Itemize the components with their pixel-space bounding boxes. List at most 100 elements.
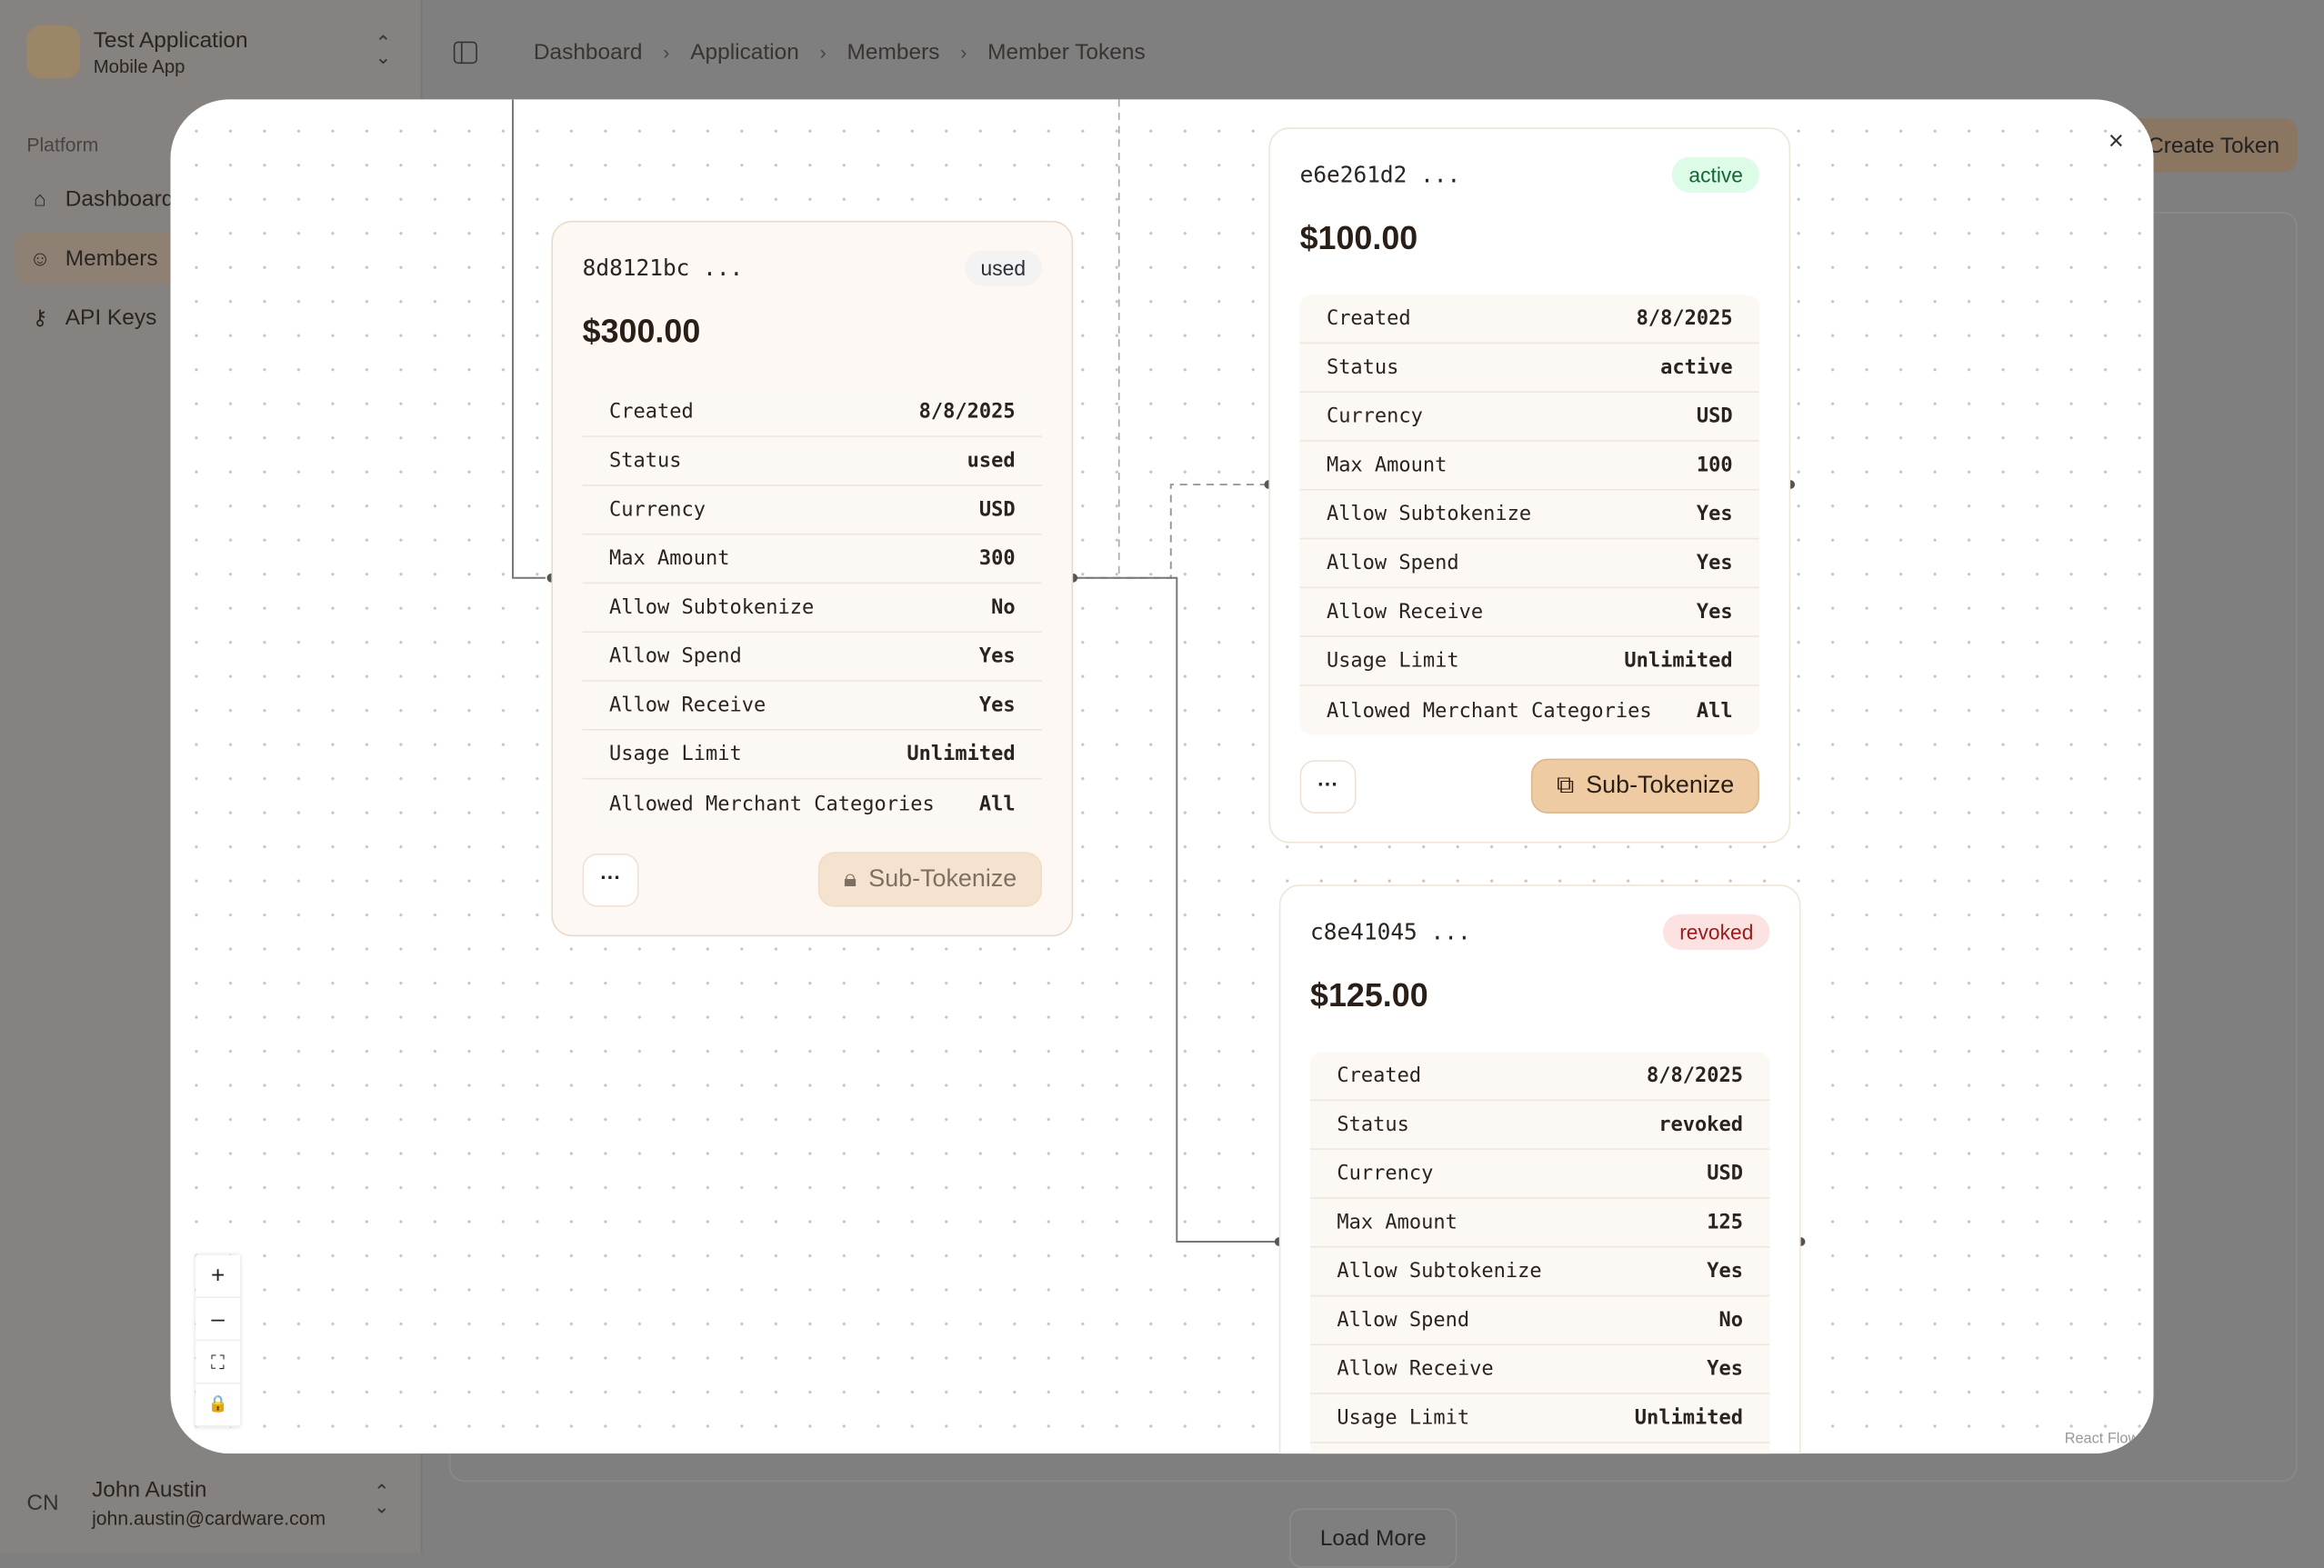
app-switcher[interactable]: Test Application Mobile App ⌃ ⌄: [15, 12, 406, 92]
sidebar-item-dashboard[interactable]: ⌂ Dashboard: [15, 174, 407, 224]
detail-value: Yes: [978, 644, 1016, 669]
breadcrumb-application[interactable]: Application: [690, 39, 799, 65]
detail-value: USD: [1696, 404, 1733, 429]
token-id: c8e41045 ...: [1310, 918, 1471, 946]
key-icon: ⚷: [32, 304, 48, 329]
more-options-button[interactable]: ···: [1299, 759, 1357, 814]
sidebar-item-label: Members: [65, 245, 158, 271]
section-label: Platform: [26, 133, 99, 156]
copy-dashed-icon: ⧉: [1556, 772, 1575, 799]
node-handle[interactable]: [1274, 1237, 1284, 1246]
detail-row: Allow Receive Yes: [1299, 588, 1759, 637]
sub-tokenize-button[interactable]: 🔒︎ Sub-Tokenize: [818, 852, 1042, 907]
detail-label: Allow Receive: [1337, 1357, 1494, 1382]
detail-value: 100: [1696, 453, 1733, 477]
more-options-button[interactable]: ···: [582, 853, 639, 906]
detail-value: Yes: [1696, 551, 1733, 575]
detail-row: Allow Subtokenize Yes: [1299, 491, 1759, 540]
detail-value: Yes: [978, 693, 1016, 717]
token-details: Created 8/8/2025 Status active Currency USD Ma…: [1299, 295, 1759, 735]
fit-view-button[interactable]: ⛶: [195, 1341, 241, 1384]
load-more-button[interactable]: Load More: [1289, 1508, 1458, 1568]
user-menu[interactable]: CN John Austin john.austin@cardware.com …: [26, 1467, 405, 1538]
detail-label: Allow Spend: [1337, 1308, 1470, 1333]
detail-label: Allow Subtokenize: [1337, 1259, 1542, 1283]
sidebar-item-label: API Keys: [65, 304, 157, 330]
detail-row: Created 8/8/2025: [1310, 1052, 1770, 1102]
chevron-right-icon: ›: [663, 40, 670, 64]
detail-label: Status: [1337, 1113, 1409, 1137]
detail-label: Allow Spend: [608, 644, 742, 669]
token-amount: $300.00: [582, 312, 701, 350]
detail-row: Allow Spend No: [1310, 1296, 1770, 1346]
detail-label: Currency: [1326, 404, 1423, 429]
detail-row: Max Amount 300: [582, 534, 1042, 584]
detail-row: Max Amount 125: [1310, 1199, 1770, 1248]
breadcrumb-members[interactable]: Members: [846, 39, 940, 65]
node-handle[interactable]: [1796, 1237, 1806, 1246]
detail-value: Yes: [1707, 1357, 1743, 1382]
detail-label: Allowed Merchant Categories: [1326, 698, 1652, 723]
sidebar-item-api-keys[interactable]: ⚷ API Keys: [15, 292, 407, 342]
status-badge: active: [1672, 156, 1759, 193]
zoom-out-button[interactable]: –: [195, 1298, 241, 1342]
detail-label: Allow Subtokenize: [1326, 502, 1532, 526]
detail-row: Currency USD: [1310, 1150, 1770, 1199]
chevrons-up-down-icon: ⌃ ⌄: [373, 1480, 390, 1518]
detail-row: Currency USD: [1299, 393, 1759, 442]
status-badge: revoked: [1663, 914, 1770, 950]
detail-label: Allow Receive: [1326, 600, 1484, 624]
detail-value: Yes: [1696, 600, 1733, 624]
detail-value: Yes: [1696, 502, 1733, 526]
detail-row: Status used: [582, 437, 1042, 486]
detail-row: Currency USD: [582, 486, 1042, 535]
sub-tokenize-label: Sub-Tokenize: [1586, 772, 1735, 799]
node-handle[interactable]: [546, 573, 556, 583]
detail-value: Unlimited: [1634, 1405, 1743, 1431]
sidebar-item-label: Dashboard: [65, 185, 175, 212]
detail-value: USD: [978, 497, 1016, 522]
token-details: Created 8/8/2025 Status used Currency USD Max …: [582, 388, 1042, 829]
detail-row: Created 8/8/2025: [582, 388, 1042, 437]
detail-row: Allow Receive Yes: [1310, 1345, 1770, 1394]
detail-value: All: [978, 792, 1016, 816]
react-flow-attribution[interactable]: React Flow: [2064, 1431, 2139, 1448]
token-card-active[interactable]: e6e261d2 ... active $100.00 Created 8/8/20…: [1268, 127, 1791, 844]
token-id: e6e261d2 ...: [1299, 161, 1461, 189]
close-icon[interactable]: ×: [2108, 125, 2124, 156]
node-handle[interactable]: [1068, 573, 1078, 583]
detail-row: Allow Spend Yes: [582, 633, 1042, 682]
token-tree-modal: 8d8121bc ... used $300.00 Created 8/8/2025…: [170, 99, 2154, 1454]
chevron-right-icon: ›: [819, 40, 826, 64]
detail-label: Usage Limit: [1326, 648, 1459, 674]
detail-row: Allow Subtokenize Yes: [1310, 1248, 1770, 1297]
detail-label: Currency: [608, 497, 706, 522]
detail-value: All: [1696, 698, 1733, 723]
sidebar-toggle-icon[interactable]: [453, 40, 477, 64]
detail-label: Allow Spend: [1326, 551, 1459, 575]
detail-row: Allowed Merchant Categories All: [1300, 686, 1759, 735]
flow-edges: [512, 99, 1279, 1243]
sub-tokenize-button[interactable]: ⧉ Sub-Tokenize: [1531, 758, 1759, 814]
detail-row: Usage Limit Unlimited: [1310, 1394, 1770, 1443]
detail-value: revoked: [1658, 1113, 1743, 1137]
detail-label: Currency: [1337, 1161, 1434, 1186]
detail-value: No: [991, 595, 1016, 620]
token-card-revoked[interactable]: c8e41045 ... revoked $125.00 Created 8/8/2…: [1278, 884, 1801, 1454]
token-card-used[interactable]: 8d8121bc ... used $300.00 Created 8/8/2025…: [551, 220, 1074, 937]
breadcrumb-member-tokens: Member Tokens: [987, 39, 1146, 65]
detail-value: Yes: [1707, 1259, 1743, 1283]
detail-label: Max Amount: [608, 546, 730, 571]
breadcrumb-dashboard[interactable]: Dashboard: [533, 39, 643, 65]
edge-to-revoked: [1073, 576, 1279, 1243]
detail-row: Allow Receive Yes: [582, 682, 1042, 731]
node-handle[interactable]: [1786, 480, 1796, 489]
lock-icon[interactable]: 🔒: [195, 1384, 241, 1427]
detail-label: Usage Limit: [608, 742, 742, 766]
detail-label: Status: [1326, 355, 1399, 380]
app-logo: [26, 25, 81, 79]
detail-row: Usage Limit Unlimited: [1299, 637, 1759, 686]
zoom-in-button[interactable]: +: [195, 1255, 241, 1298]
token-id: 8d8121bc ...: [582, 255, 744, 282]
